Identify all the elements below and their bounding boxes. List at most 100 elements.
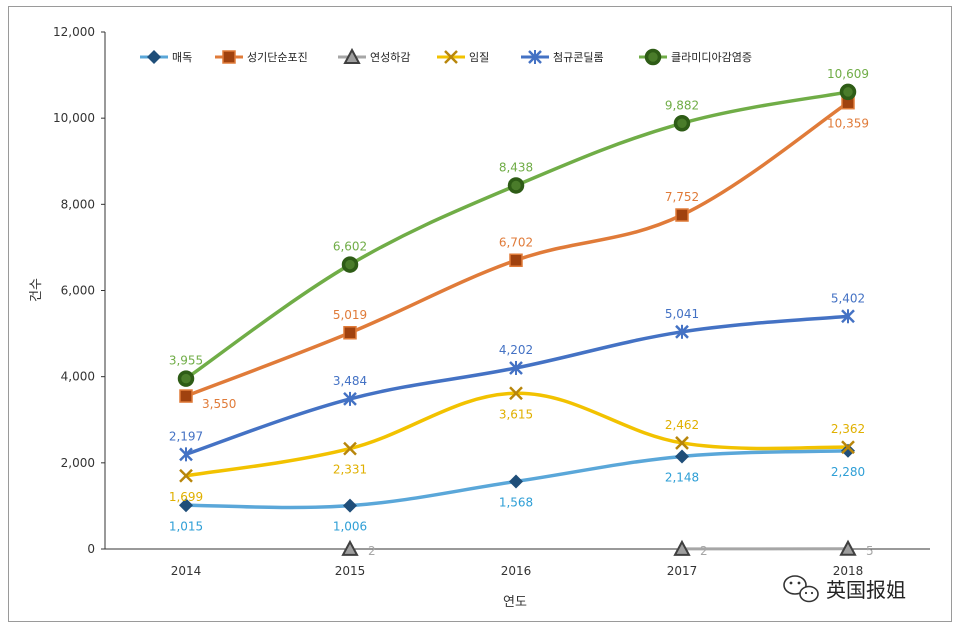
wechat-icon (783, 575, 819, 603)
marker-circle-ring (342, 256, 358, 273)
legend-item: 매독 (140, 50, 192, 64)
marker-x (675, 436, 689, 450)
y-tick-label: 0 (87, 542, 95, 556)
data-label: 6,602 (333, 240, 367, 254)
data-label: 1,699 (169, 490, 203, 504)
x-tick-label: 2015 (335, 564, 366, 578)
legend: 매독 성기단순포진 연성하감 임질 첨규콘딜롬 클라미디아감염증 (140, 47, 752, 66)
series-line-4 (184, 314, 850, 457)
x-tick-label: 2014 (171, 564, 202, 578)
chart-frame (8, 6, 952, 622)
x-tick-label: 2016 (501, 564, 532, 578)
data-label: 5,402 (831, 291, 865, 305)
marker-square (179, 389, 193, 403)
legend-label: 첨규콘딜롬 (553, 51, 604, 64)
data-label: 5,019 (333, 308, 367, 322)
data-label: 6,702 (499, 235, 533, 249)
legend-marker-star (528, 50, 542, 64)
axes: 0 2,000 4,000 6,000 8,000 10,000 12,000 2014 201… (53, 25, 930, 578)
marker-diamond (179, 498, 193, 513)
data-label: 1,568 (499, 495, 533, 509)
marker-triangle (839, 539, 857, 556)
y-tick-label: 8,000 (61, 197, 95, 211)
marker-circle-ring (178, 370, 194, 387)
legend-item: 첨규콘딜롬 (521, 50, 604, 64)
data-label: 3,615 (499, 407, 533, 421)
data-label: 8,438 (499, 160, 533, 174)
x-axis-title: 연도 (503, 595, 527, 610)
legend-item: 성기단순포진 (215, 50, 308, 64)
marker-diamond (675, 449, 689, 464)
legend-marker-circle-ring (645, 49, 661, 65)
x-stroke (509, 386, 523, 401)
marker-diamond (841, 443, 855, 458)
marker-square (343, 326, 357, 340)
data-labels: 2 2 5 1,015 1,006 1,568 2,148 2,280 1,699 2,331 3,… (169, 67, 874, 558)
data-label: 2,148 (665, 470, 699, 484)
legend-item: 클라미디아감염증 (639, 48, 752, 66)
marker-x (509, 386, 523, 401)
legend-label: 임질 (469, 51, 489, 64)
legend-marker-square (222, 50, 236, 64)
data-label: 5,041 (665, 307, 699, 321)
marker-x (841, 440, 855, 455)
data-label: 2,197 (169, 429, 203, 443)
legend-label: 연성하감 (370, 50, 410, 64)
data-label: 10,359 (827, 117, 869, 131)
data-label: 3,550 (202, 397, 236, 411)
legend-item: 연성하감 (338, 47, 410, 64)
data-label: 2,280 (831, 465, 865, 479)
legend-marker-diamond (147, 50, 161, 64)
data-label: 2,462 (665, 418, 699, 432)
data-label: 2 (700, 544, 708, 558)
marker-x (179, 468, 193, 483)
data-label: 1,015 (169, 519, 203, 533)
y-tick-label: 4,000 (61, 370, 95, 384)
marker-circle-ring (840, 84, 856, 100)
x-tick-label: 2018 (833, 564, 864, 578)
watermark-text: 英国报姐 (826, 578, 906, 602)
legend-marker-triangle (343, 47, 361, 64)
marker-x (343, 441, 357, 456)
marker-diamond (509, 474, 523, 489)
marker-square (509, 253, 523, 268)
x-stroke (675, 436, 689, 450)
x-stroke (444, 50, 458, 64)
y-axis-title: 건수 (29, 278, 44, 302)
data-label: 4,202 (499, 343, 533, 357)
data-label: 10,609 (827, 67, 869, 81)
legend-label: 클라미디아감염증 (671, 51, 752, 64)
y-tick-label: 12,000 (53, 25, 95, 39)
data-label: 5 (866, 544, 874, 558)
marker-triangle (673, 539, 691, 556)
series-line-3 (184, 391, 850, 478)
marker-circle-ring (674, 115, 690, 132)
legend-label: 매독 (172, 51, 192, 64)
marker-star (343, 391, 357, 406)
legend-label: 성기단순포진 (247, 51, 308, 64)
watermark: 英国报姐 (783, 575, 906, 603)
legend-marker-x (444, 50, 458, 64)
data-label: 7,752 (665, 190, 699, 204)
data-label: 1,006 (333, 520, 367, 534)
x-tick-label: 2017 (667, 564, 698, 578)
marker-square (675, 208, 689, 222)
marker-star (675, 324, 689, 339)
data-label: 2,362 (831, 422, 865, 436)
marker-star (179, 447, 193, 462)
data-label: 3,955 (169, 354, 203, 368)
data-label: 2 (368, 544, 376, 558)
legend-item: 임질 (437, 50, 489, 64)
marker-star (841, 309, 855, 324)
data-label: 2,331 (333, 463, 367, 477)
marker-circle-ring (508, 177, 524, 194)
y-tick-label: 10,000 (53, 111, 95, 125)
series-markers (177, 83, 857, 556)
x-stroke (179, 468, 193, 483)
y-tick-label: 2,000 (61, 456, 95, 470)
x-stroke (841, 440, 855, 455)
data-label: 9,882 (665, 98, 699, 112)
x-stroke (343, 441, 357, 456)
data-label: 3,484 (333, 374, 367, 388)
y-tick-label: 6,000 (61, 284, 95, 298)
